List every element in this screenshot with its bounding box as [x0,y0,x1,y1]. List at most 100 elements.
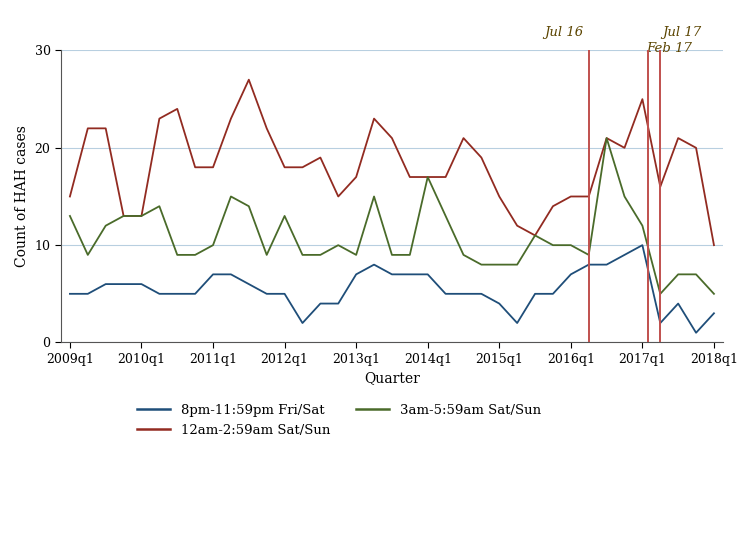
12am-2:59am Sat/Sun [280,164,289,171]
8pm-11:59pm Fri/Sat [369,261,379,268]
12am-2:59am Sat/Sun [531,232,540,239]
8pm-11:59pm Fri/Sat [244,281,253,288]
3am-5:59am Sat/Sun [83,252,92,258]
3am-5:59am Sat/Sun [155,203,164,209]
3am-5:59am Sat/Sun [406,252,415,258]
8pm-11:59pm Fri/Sat [155,290,164,297]
3am-5:59am Sat/Sun [477,261,486,268]
8pm-11:59pm Fri/Sat [226,271,235,278]
12am-2:59am Sat/Sun [406,174,415,180]
3am-5:59am Sat/Sun [298,252,307,258]
8pm-11:59pm Fri/Sat [406,271,415,278]
12am-2:59am Sat/Sun [244,77,253,83]
8pm-11:59pm Fri/Sat [334,300,343,307]
12am-2:59am Sat/Sun [101,125,110,132]
3am-5:59am Sat/Sun [513,261,522,268]
8pm-11:59pm Fri/Sat [566,271,575,278]
8pm-11:59pm Fri/Sat [262,290,271,297]
3am-5:59am Sat/Sun [620,193,629,200]
Line: 8pm-11:59pm Fri/Sat: 8pm-11:59pm Fri/Sat [70,245,714,333]
3am-5:59am Sat/Sun [388,252,397,258]
3am-5:59am Sat/Sun [691,271,700,278]
3am-5:59am Sat/Sun [226,193,235,200]
8pm-11:59pm Fri/Sat [173,290,182,297]
3am-5:59am Sat/Sun [495,261,504,268]
X-axis label: Quarter: Quarter [364,371,420,386]
3am-5:59am Sat/Sun [638,223,647,229]
12am-2:59am Sat/Sun [226,115,235,122]
3am-5:59am Sat/Sun [656,290,665,297]
8pm-11:59pm Fri/Sat [495,300,504,307]
3am-5:59am Sat/Sun [459,252,468,258]
Text: Jul 16: Jul 16 [544,26,584,39]
3am-5:59am Sat/Sun [66,213,75,219]
Text: Jul 17: Jul 17 [662,26,701,39]
8pm-11:59pm Fri/Sat [423,271,432,278]
12am-2:59am Sat/Sun [441,174,450,180]
8pm-11:59pm Fri/Sat [137,281,146,288]
Text: Feb 17: Feb 17 [646,42,692,55]
12am-2:59am Sat/Sun [548,203,557,209]
8pm-11:59pm Fri/Sat [673,300,682,307]
12am-2:59am Sat/Sun [262,125,271,132]
8pm-11:59pm Fri/Sat [691,329,700,336]
12am-2:59am Sat/Sun [351,174,360,180]
12am-2:59am Sat/Sun [710,242,719,249]
3am-5:59am Sat/Sun [566,242,575,249]
12am-2:59am Sat/Sun [191,164,200,171]
3am-5:59am Sat/Sun [351,252,360,258]
3am-5:59am Sat/Sun [334,242,343,249]
3am-5:59am Sat/Sun [280,213,289,219]
12am-2:59am Sat/Sun [477,154,486,161]
8pm-11:59pm Fri/Sat [66,290,75,297]
12am-2:59am Sat/Sun [691,144,700,151]
8pm-11:59pm Fri/Sat [656,320,665,326]
12am-2:59am Sat/Sun [209,164,218,171]
12am-2:59am Sat/Sun [173,106,182,112]
3am-5:59am Sat/Sun [173,252,182,258]
8pm-11:59pm Fri/Sat [316,300,325,307]
8pm-11:59pm Fri/Sat [620,252,629,258]
3am-5:59am Sat/Sun [548,242,557,249]
8pm-11:59pm Fri/Sat [191,290,200,297]
8pm-11:59pm Fri/Sat [83,290,92,297]
12am-2:59am Sat/Sun [495,193,504,200]
3am-5:59am Sat/Sun [673,271,682,278]
12am-2:59am Sat/Sun [155,115,164,122]
12am-2:59am Sat/Sun [656,183,665,190]
8pm-11:59pm Fri/Sat [584,261,593,268]
8pm-11:59pm Fri/Sat [101,281,110,288]
12am-2:59am Sat/Sun [566,193,575,200]
8pm-11:59pm Fri/Sat [388,271,397,278]
Line: 3am-5:59am Sat/Sun: 3am-5:59am Sat/Sun [70,138,714,294]
12am-2:59am Sat/Sun [620,144,629,151]
3am-5:59am Sat/Sun [441,213,450,219]
12am-2:59am Sat/Sun [119,213,128,219]
8pm-11:59pm Fri/Sat [513,320,522,326]
8pm-11:59pm Fri/Sat [531,290,540,297]
12am-2:59am Sat/Sun [584,193,593,200]
3am-5:59am Sat/Sun [369,193,379,200]
12am-2:59am Sat/Sun [638,96,647,102]
12am-2:59am Sat/Sun [602,135,611,142]
3am-5:59am Sat/Sun [209,242,218,249]
12am-2:59am Sat/Sun [388,135,397,142]
3am-5:59am Sat/Sun [262,252,271,258]
3am-5:59am Sat/Sun [710,290,719,297]
8pm-11:59pm Fri/Sat [298,320,307,326]
3am-5:59am Sat/Sun [101,223,110,229]
8pm-11:59pm Fri/Sat [477,290,486,297]
12am-2:59am Sat/Sun [137,213,146,219]
8pm-11:59pm Fri/Sat [209,271,218,278]
12am-2:59am Sat/Sun [298,164,307,171]
3am-5:59am Sat/Sun [119,213,128,219]
8pm-11:59pm Fri/Sat [638,242,647,249]
8pm-11:59pm Fri/Sat [280,290,289,297]
12am-2:59am Sat/Sun [459,135,468,142]
12am-2:59am Sat/Sun [334,193,343,200]
Legend: 8pm-11:59pm Fri/Sat, 12am-2:59am Sat/Sun, 3am-5:59am Sat/Sun: 8pm-11:59pm Fri/Sat, 12am-2:59am Sat/Sun… [132,399,546,442]
12am-2:59am Sat/Sun [423,174,432,180]
8pm-11:59pm Fri/Sat [441,290,450,297]
8pm-11:59pm Fri/Sat [119,281,128,288]
3am-5:59am Sat/Sun [244,203,253,209]
